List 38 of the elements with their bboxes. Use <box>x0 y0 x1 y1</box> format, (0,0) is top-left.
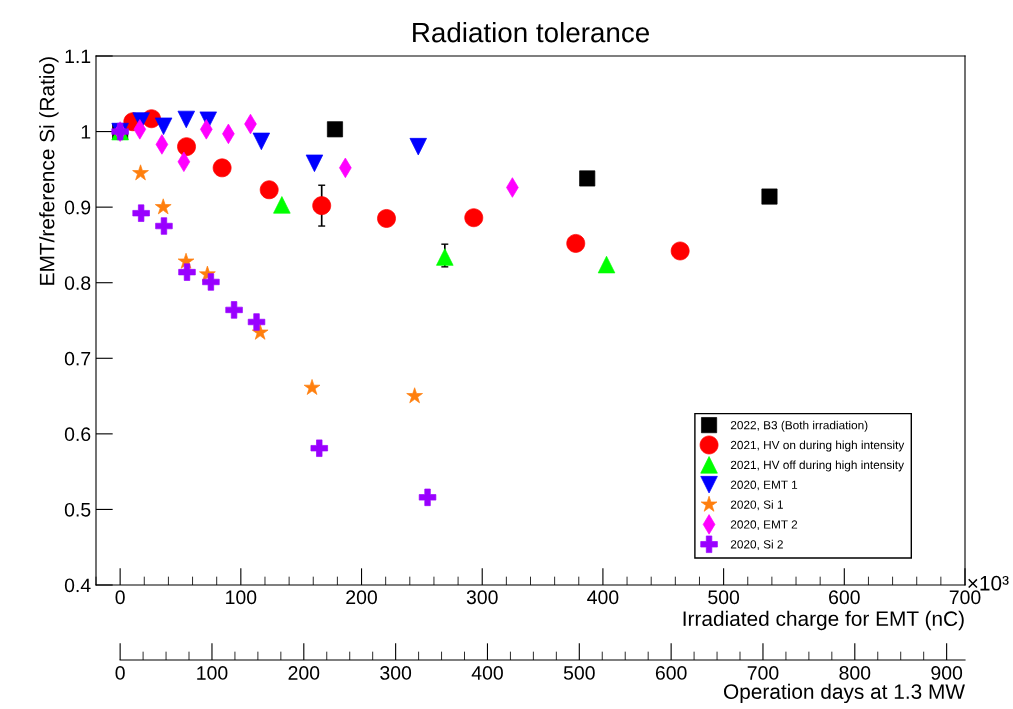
x2-axis-title: Operation days at 1.3 MW <box>724 683 965 704</box>
y-tick-label: 0.4 <box>64 578 91 593</box>
x2-tick-label: 800 <box>839 666 871 680</box>
chart-title: Radiation tolerance <box>413 21 649 43</box>
x-tick-label: 400 <box>587 590 619 605</box>
x2-tick-label: 900 <box>931 666 963 680</box>
x2-tick-label: 100 <box>197 666 228 680</box>
y-tick-label: 0.8 <box>64 276 91 290</box>
legend-label: 2021, HV off during high intensity <box>730 460 904 472</box>
text: ×10³ <box>968 575 1009 591</box>
y-tick-label: 0.6 <box>64 427 91 442</box>
y-tick-label: 1 <box>81 125 91 139</box>
x2-tick-label: 600 <box>655 666 687 680</box>
legend-label: 2021, HV on during high intensity <box>730 440 905 452</box>
legend-label: 2020, EMT 1 <box>730 480 798 491</box>
x-tick-label: 0 <box>115 590 125 605</box>
y-axis-title: EMT/reference Si (Ratio) <box>39 57 59 285</box>
x-tick-label: 100 <box>226 590 257 605</box>
x2-tick-label: 700 <box>747 666 779 680</box>
x2-tick-label: 200 <box>288 666 320 680</box>
x2-tick-label: 400 <box>471 666 503 680</box>
legend-label: 2020, EMT 2 <box>730 520 798 531</box>
legend-label: 2020, Si 2 <box>730 539 783 550</box>
x-tick-label: 200 <box>346 590 377 605</box>
x-tick-label: 700 <box>949 590 981 605</box>
x2-tick-label: 0 <box>115 666 125 680</box>
y-tick-label: 0.7 <box>64 351 91 366</box>
y-tick-label: 1.1 <box>65 49 91 64</box>
legend-label: 2022, B3 (Both irradiation) <box>730 420 868 432</box>
y-tick-label: 0.5 <box>64 502 91 517</box>
x-tick-label: 600 <box>829 590 860 605</box>
x2-tick-label: 500 <box>563 666 595 680</box>
y-tick-label: 0.9 <box>64 200 91 215</box>
x-tick-label: 500 <box>708 590 740 605</box>
legend-label: 2020, Si 1 <box>730 500 783 511</box>
x-tick-label: 300 <box>466 590 498 605</box>
x-axis-title: Irradiated charge for EMT (nC) <box>683 610 964 631</box>
x2-tick-label: 300 <box>380 666 412 680</box>
